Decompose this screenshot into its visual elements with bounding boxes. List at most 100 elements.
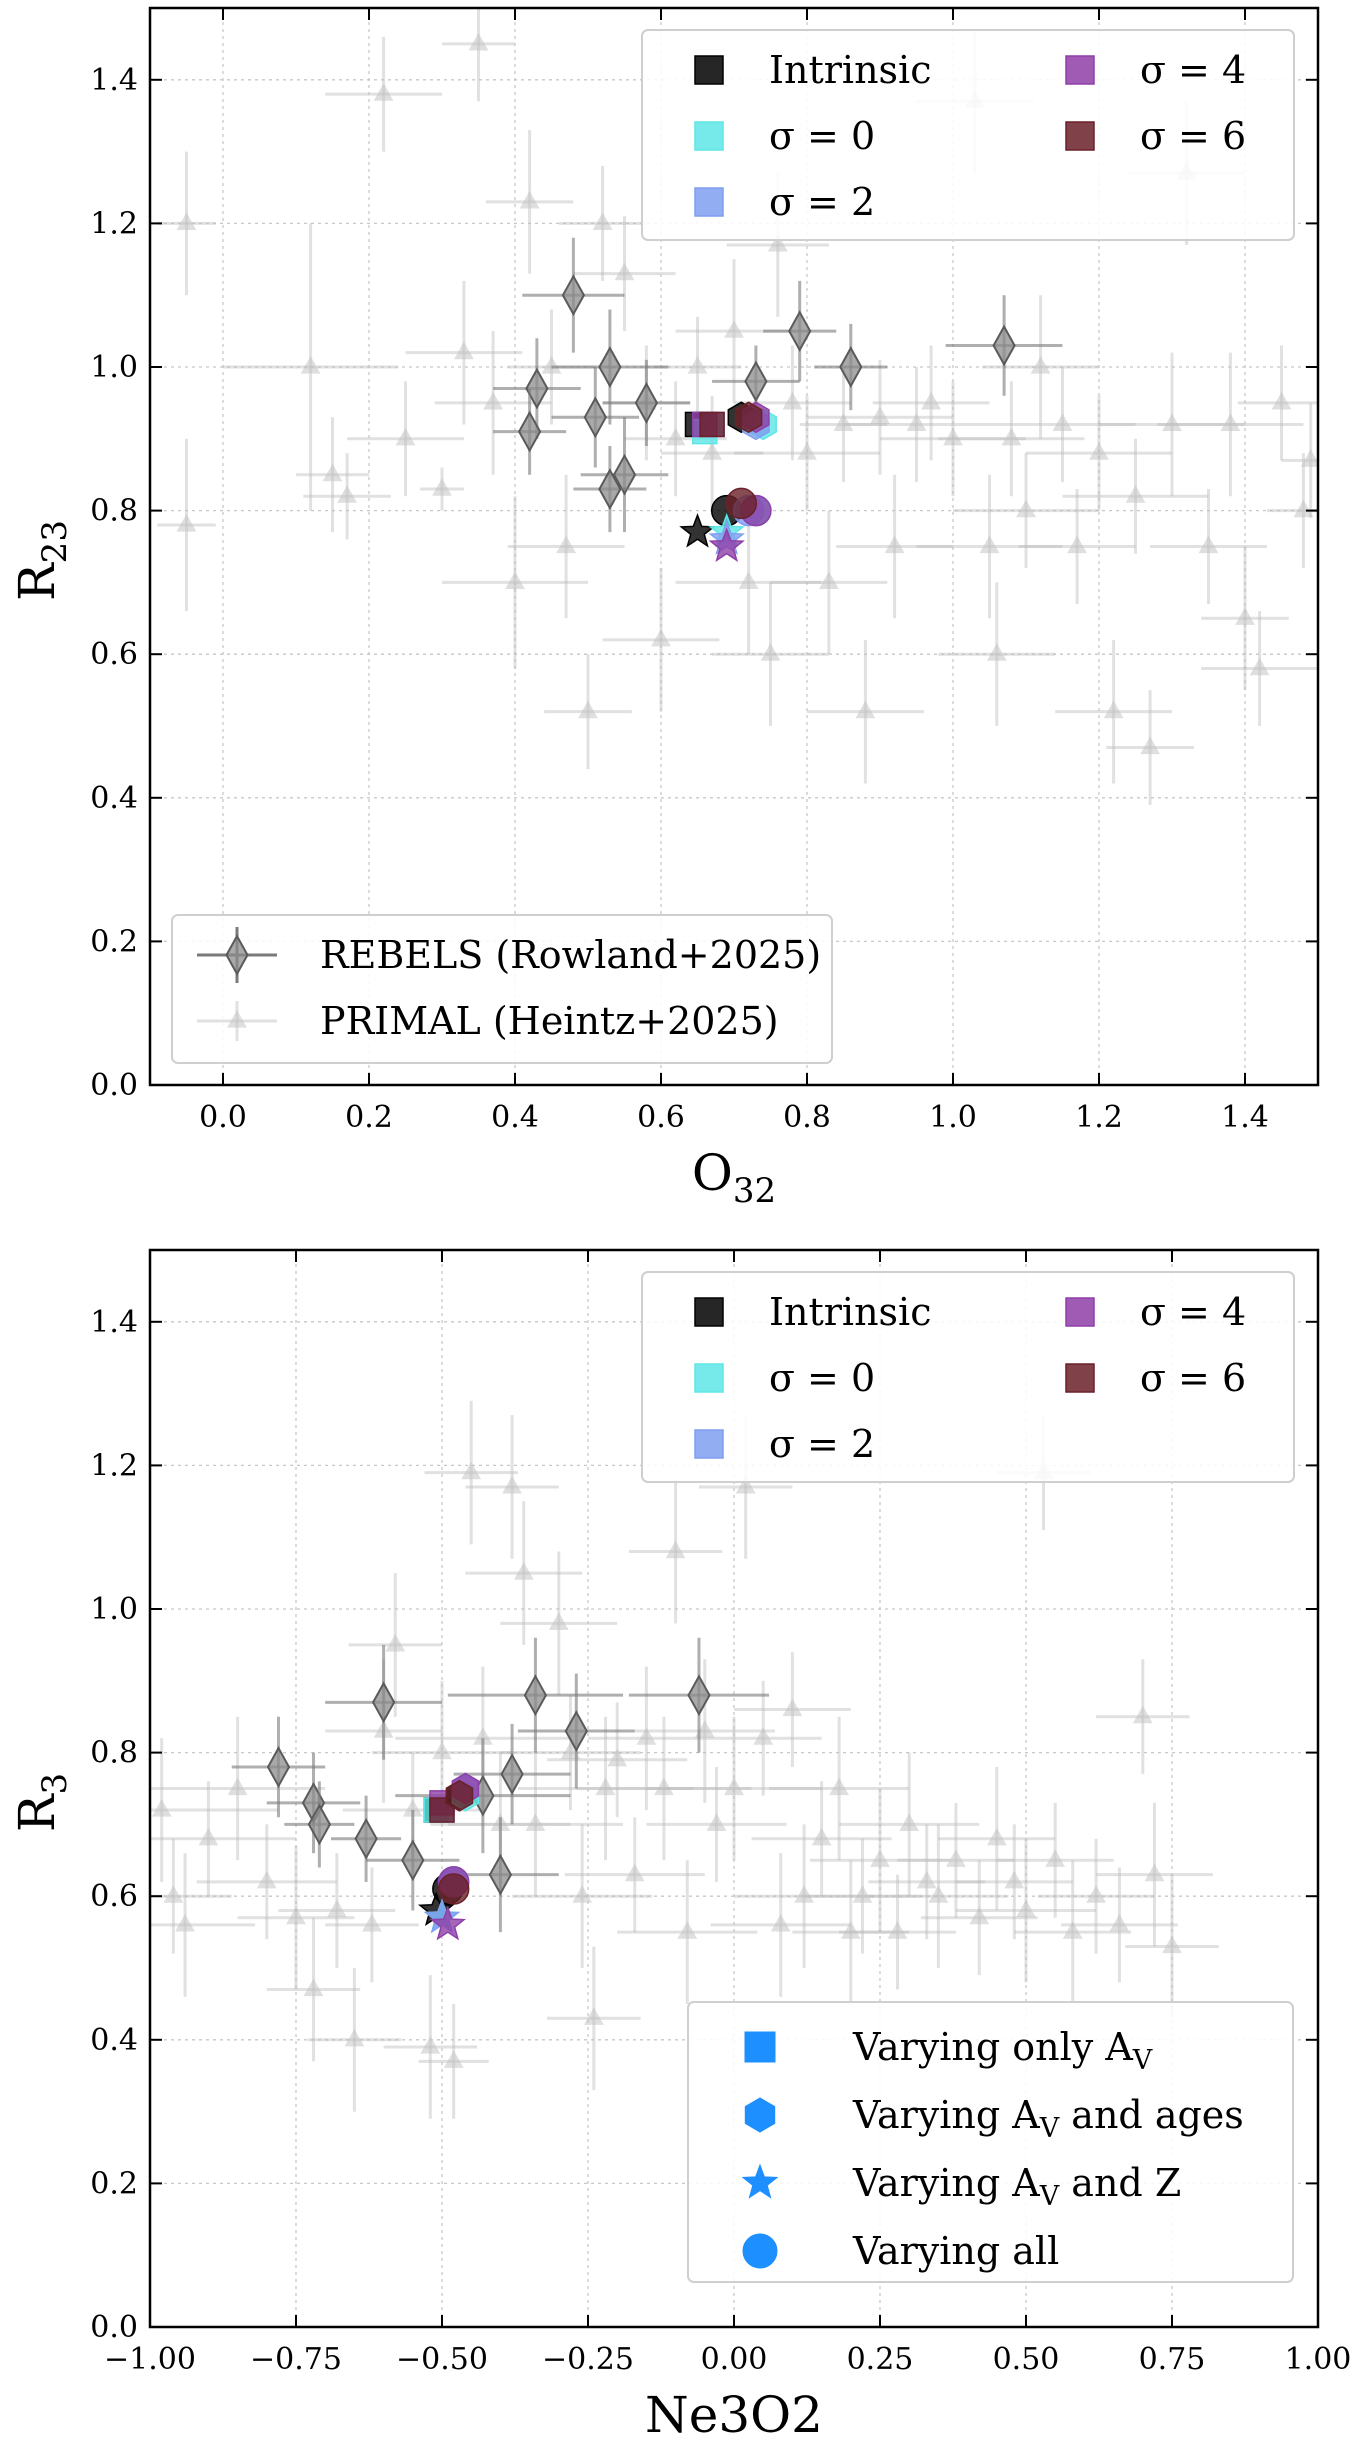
primal-point <box>734 1824 875 1968</box>
observations-legend-label: REBELS (Rowland+2025) <box>320 933 821 977</box>
model-star-marker <box>429 1905 467 1941</box>
primal-point <box>564 1817 705 1933</box>
rebels-point <box>814 323 888 411</box>
primal-point <box>547 1702 688 1818</box>
primal-point <box>809 1788 951 1933</box>
primal-point <box>880 381 1026 497</box>
chart-panel-1: 0.0 0.2 0.4 0.6 0.8 1.0 1.2 1.4 0.0 0.2 0.4 0.6 0.8 1… <box>8 6 1320 1211</box>
primal-point <box>442 8 515 102</box>
primal-point <box>1037 1838 1155 1954</box>
marker-legend: Varying only AV Varying AV and ages Varyin… <box>687 2001 1294 2283</box>
primal-point <box>955 1824 1073 1940</box>
primal-point <box>839 1752 980 1897</box>
primal-point <box>325 1867 419 1983</box>
x-tick-label: −0.75 <box>250 2342 342 2377</box>
x-tick-label: 1.4 <box>1221 1100 1269 1135</box>
primal-point <box>1055 639 1172 784</box>
rebels-point <box>628 1637 770 1753</box>
primal-point <box>734 395 880 511</box>
rebels-point <box>453 1723 571 1825</box>
model-hexagon-marker <box>734 401 763 434</box>
primal-point <box>938 1766 1056 1911</box>
primal-point <box>465 1501 583 1645</box>
primal-point <box>547 1946 641 2091</box>
primal-point <box>804 1838 921 1954</box>
primal-point <box>916 474 1063 619</box>
sigma-legend-box <box>641 1271 1295 1483</box>
primal-point <box>839 1874 956 1990</box>
sigma-legend-label: σ = 6 <box>1140 114 1246 158</box>
axes-frame <box>148 1248 1320 2329</box>
x-tick-label: 0.75 <box>1139 2342 1206 2377</box>
primal-point <box>1106 690 1194 805</box>
y-tick-label: 1.2 <box>90 206 138 241</box>
primal-point <box>807 639 924 784</box>
primal-point <box>196 1824 337 1940</box>
y-axis-label: R23 <box>8 520 75 601</box>
legend-swatch <box>1065 1363 1095 1393</box>
y-tick-label: 1.0 <box>90 1592 138 1627</box>
primal-point <box>897 1802 1015 1918</box>
square-legend-marker <box>744 2031 776 2063</box>
primal-point <box>769 1716 910 1861</box>
primal-point <box>500 1551 618 1696</box>
primal-point <box>157 438 216 612</box>
primal-point <box>602 568 720 712</box>
y-tick-label: 0.4 <box>90 781 138 816</box>
legend-swatch <box>694 1363 724 1393</box>
y-tick-label: 0.8 <box>90 1736 138 1771</box>
primal-point <box>982 295 1099 439</box>
marker-legend-label: Varying AV and ages <box>852 2093 1244 2144</box>
rebels-point <box>522 237 625 353</box>
model-star-marker <box>679 512 716 548</box>
primal-point <box>1150 489 1267 604</box>
x-axis-label: Ne3O2 <box>645 2386 823 2444</box>
rebels-point <box>493 338 581 439</box>
primal-point <box>420 467 464 511</box>
primal-point <box>1062 438 1209 554</box>
primal-point <box>447 1752 624 1897</box>
legend-swatch <box>694 1429 724 1459</box>
primal-point <box>588 1666 705 1811</box>
primal-point <box>710 1853 851 1997</box>
star-legend-marker <box>741 2163 779 2199</box>
primal-point <box>442 496 588 669</box>
rebels-point <box>573 445 647 533</box>
primal-point <box>868 1824 986 1940</box>
primal-point <box>872 345 990 461</box>
x-tick-label: −1.00 <box>104 2342 196 2377</box>
primal-point <box>1201 546 1289 691</box>
observations-legend-box <box>171 914 833 1064</box>
marker-legend-box <box>687 2001 1294 2283</box>
primal-point <box>1237 345 1318 461</box>
primal-point <box>500 1695 641 1811</box>
primal-point <box>1157 352 1304 497</box>
diamond-marker <box>225 934 249 976</box>
primal-point <box>1096 1802 1213 1947</box>
x-tick-label: 0.8 <box>783 1100 831 1135</box>
primal-point <box>770 510 888 655</box>
x-tick-label: 0.4 <box>491 1100 539 1135</box>
primal-point <box>544 654 632 770</box>
primal-point <box>799 367 888 482</box>
primal-point <box>868 1824 1009 1968</box>
primal-point <box>953 453 1099 569</box>
primal-point <box>920 1860 1038 1976</box>
observations-legend-label: PRIMAL (Heintz+2025) <box>320 999 779 1043</box>
primal-point <box>150 1716 326 1861</box>
primal-point <box>1026 395 1172 511</box>
sigma-legend-box <box>641 29 1295 241</box>
rebels-point <box>366 1810 460 1911</box>
sigma-legend: Intrinsic σ = 0 σ = 2 σ = 4 σ = 6 <box>641 29 1295 241</box>
primal-point <box>507 474 625 619</box>
primal-point <box>704 1680 822 1796</box>
primal-point <box>150 1853 256 1997</box>
x-tick-label: 0.6 <box>637 1100 685 1135</box>
sigma-legend-label: σ = 2 <box>769 1422 875 1466</box>
primal-point <box>675 510 822 655</box>
primal-point <box>266 1917 361 2062</box>
model-star-marker <box>708 527 745 563</box>
x-tick-label: 1.00 <box>1285 2342 1352 2377</box>
primal-point <box>303 453 391 540</box>
primal-point <box>996 1802 1114 1918</box>
